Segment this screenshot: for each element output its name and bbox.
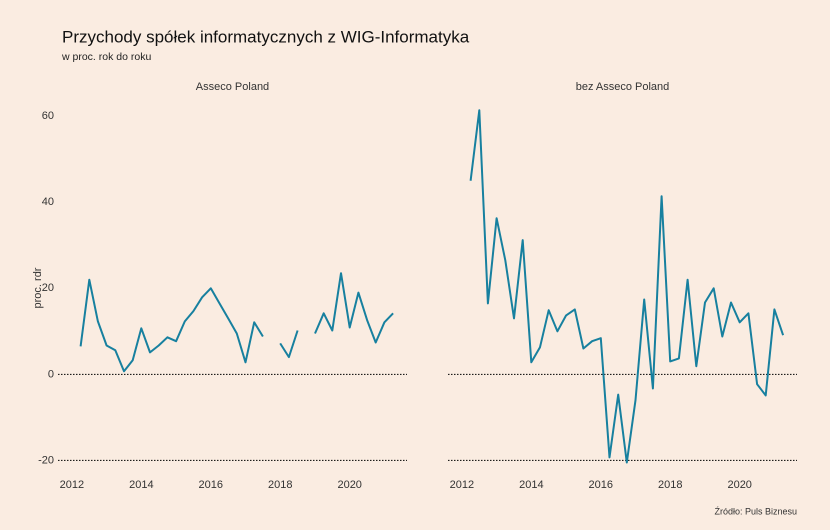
y-tick-label: 60 <box>42 110 54 122</box>
y-tick-label: 20 <box>42 282 54 294</box>
x-tick-label: 2012 <box>60 479 84 491</box>
chart-title: Przychody spółek informatycznych z WIG-I… <box>62 27 470 46</box>
source: Źródło: Puls Biznesu <box>714 506 797 516</box>
x-tick-label: 2018 <box>658 479 682 491</box>
y-tick-label: 40 <box>42 196 54 208</box>
chart-subtitle: w proc. rok do roku <box>61 51 151 63</box>
x-tick-label: 2016 <box>589 479 613 491</box>
x-tick-label: 2020 <box>727 479 751 491</box>
y-tick-label: -20 <box>38 454 54 466</box>
x-tick-label: 2016 <box>199 479 223 491</box>
x-tick-label: 2014 <box>519 479 543 491</box>
y-axis-label: proc. rdr <box>32 267 44 308</box>
panel-title: Asseco Poland <box>196 81 269 93</box>
y-tick-label: 0 <box>48 368 54 380</box>
series-line <box>469 109 785 464</box>
panel-title: bez Asseco Poland <box>576 81 670 93</box>
x-tick-label: 2018 <box>268 479 292 491</box>
x-tick-label: 2014 <box>129 479 153 491</box>
x-tick-label: 2012 <box>450 479 474 491</box>
x-tick-label: 2020 <box>337 479 361 491</box>
series-line <box>79 272 394 373</box>
